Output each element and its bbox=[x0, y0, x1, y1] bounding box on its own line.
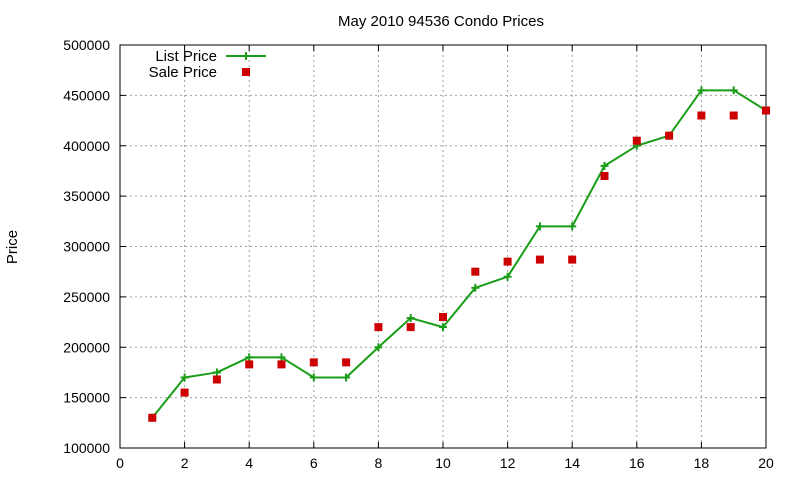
sale-price-point bbox=[374, 323, 383, 332]
chart-title: May 2010 94536 Condo Prices bbox=[338, 13, 544, 30]
ticks-layer: 0 2 4 6 8 10 12 14 16 18 20 100000 150000 200000 25000… bbox=[63, 37, 774, 471]
sale-price-point bbox=[665, 131, 674, 140]
x-tick-label: 8 bbox=[375, 455, 383, 471]
x-tick-label: 10 bbox=[435, 455, 451, 471]
x-tick-label: 6 bbox=[310, 455, 318, 471]
y-tick-label: 400000 bbox=[63, 138, 110, 154]
y-axis-label: Price bbox=[4, 230, 21, 264]
sale-price-point bbox=[632, 136, 641, 145]
sale-price-point bbox=[762, 106, 770, 115]
x-tick-label: 16 bbox=[629, 455, 645, 471]
x-tick-label: 14 bbox=[564, 455, 580, 471]
x-tick-label: 12 bbox=[500, 455, 516, 471]
list-price-point bbox=[342, 373, 351, 382]
y-tick-label: 150000 bbox=[63, 390, 110, 406]
list-price-point bbox=[309, 373, 318, 382]
sale-price-point bbox=[729, 111, 738, 120]
legend: List Price Sale Price bbox=[149, 48, 266, 81]
list-price-point bbox=[535, 222, 544, 231]
list-price-point bbox=[503, 272, 512, 281]
x-tick-label: 18 bbox=[694, 455, 710, 471]
sale-price-point bbox=[600, 171, 609, 180]
sale-price-point bbox=[309, 358, 318, 367]
legend-marker-list-price bbox=[242, 52, 250, 60]
sale-price-point bbox=[212, 375, 221, 384]
x-tick-label: 0 bbox=[116, 455, 124, 471]
series-line-list-price bbox=[151, 89, 767, 419]
sale-price-point bbox=[568, 255, 577, 264]
list-price-point bbox=[406, 314, 415, 323]
list-price-point bbox=[568, 222, 577, 231]
legend-sample-list-price bbox=[226, 52, 266, 60]
sale-price-point bbox=[245, 360, 254, 369]
y-tick-label: 200000 bbox=[63, 339, 110, 355]
y-tick-label: 350000 bbox=[63, 188, 110, 204]
y-tick-label: 300000 bbox=[63, 239, 110, 255]
sale-price-point bbox=[697, 111, 706, 120]
list-price-point bbox=[245, 353, 254, 362]
list-price-point bbox=[374, 343, 383, 352]
sale-price-point bbox=[406, 323, 415, 332]
legend-sample-sale-price bbox=[242, 68, 250, 76]
grid-layer bbox=[120, 45, 766, 448]
sale-price-point bbox=[439, 313, 447, 322]
list-price-point bbox=[212, 368, 221, 377]
sale-price-point bbox=[471, 267, 480, 276]
sale-price-point bbox=[503, 257, 512, 266]
y-tick-label: 250000 bbox=[63, 289, 110, 305]
list-price-point bbox=[697, 86, 706, 95]
x-tick-label: 4 bbox=[245, 455, 253, 471]
legend-label-sale-price: Sale Price bbox=[149, 64, 217, 81]
series-layer bbox=[148, 86, 770, 422]
x-tick-label: 20 bbox=[758, 455, 774, 471]
legend-label-list-price: List Price bbox=[155, 48, 217, 65]
y-tick-label: 100000 bbox=[63, 440, 110, 456]
y-tick-label: 450000 bbox=[63, 87, 110, 103]
sale-price-point bbox=[535, 255, 544, 264]
list-price-point bbox=[277, 353, 286, 362]
sale-price-point bbox=[277, 360, 286, 369]
sale-price-point bbox=[342, 358, 351, 367]
list-price-point bbox=[729, 86, 738, 95]
list-price-point bbox=[439, 323, 447, 332]
list-price-point bbox=[180, 373, 189, 382]
legend-marker-sale-price bbox=[242, 68, 250, 76]
y-tick-label: 500000 bbox=[63, 37, 110, 53]
x-tick-label: 2 bbox=[181, 455, 189, 471]
sale-price-point bbox=[148, 413, 157, 422]
list-price-point bbox=[600, 161, 609, 170]
list-price-point bbox=[471, 283, 480, 292]
sale-price-point bbox=[180, 388, 189, 397]
